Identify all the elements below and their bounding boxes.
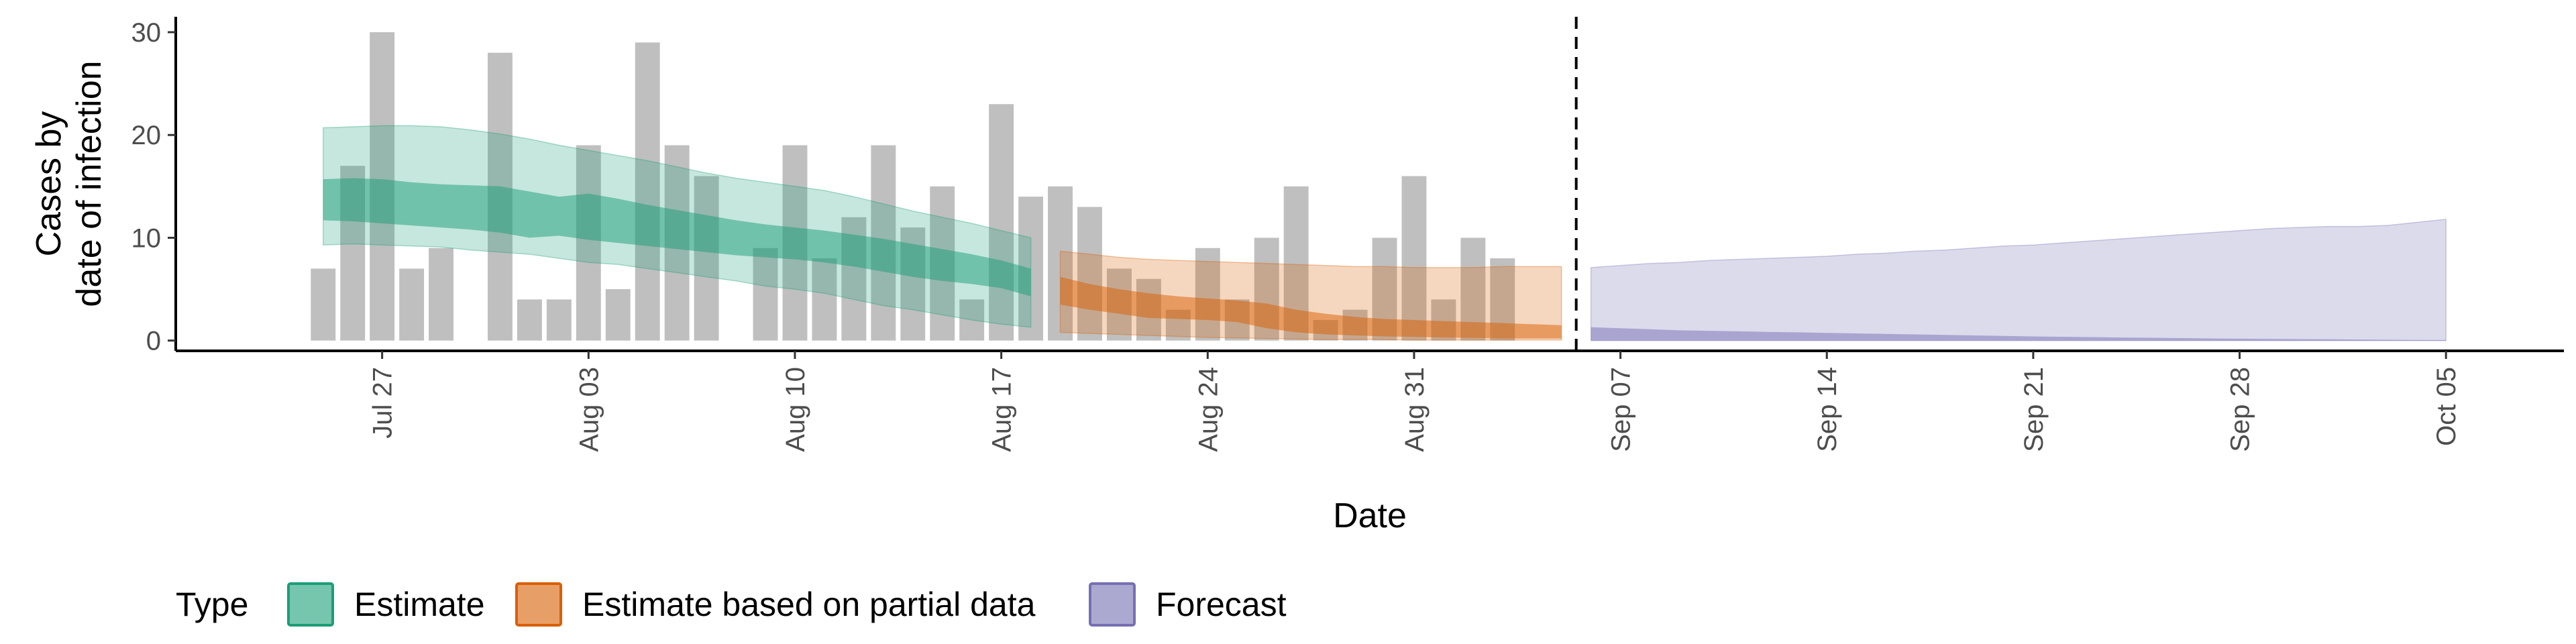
legend: Type Estimate Estimate based on partial da…: [176, 582, 1287, 627]
x-tick-label: Oct 05: [2432, 367, 2461, 446]
legend-key: [515, 582, 562, 627]
y-axis-title-line: Cases by: [30, 111, 68, 257]
x-tick-label: Aug 17: [987, 367, 1017, 452]
observed-bar: [429, 248, 454, 341]
observed-bar: [517, 299, 542, 341]
estimate-based-on-partial-data-band-50: [1060, 276, 1562, 339]
observed-bar: [694, 176, 719, 341]
observed-bar: [989, 104, 1014, 341]
observed-bar: [812, 258, 837, 341]
x-axis-title: Date: [1333, 496, 1407, 535]
y-tick-label: 30: [131, 18, 162, 48]
y-axis-title: Cases bydate of infection: [30, 60, 109, 307]
observed-bar: [635, 42, 660, 341]
observed-bar: [399, 268, 425, 341]
estimate-band-50: [323, 178, 1031, 297]
observed-bar: [605, 289, 631, 341]
observed-bar: [311, 268, 336, 341]
y-axis-ticks: 0 10 20 30: [131, 18, 176, 356]
observed-bar: [546, 299, 572, 341]
observed-bar: [576, 145, 601, 341]
x-tick-label: Sep 14: [1813, 367, 1842, 452]
legend-label: Estimate based on partial data: [582, 586, 1036, 623]
x-tick-label: Aug 24: [1193, 367, 1223, 452]
legend-label: Estimate: [354, 586, 485, 623]
legend-key: [287, 582, 334, 627]
x-tick-label: Jul 27: [368, 367, 398, 439]
forecast-band-50: [1591, 327, 2447, 341]
x-tick-label: Aug 10: [781, 367, 810, 452]
y-tick-label: 0: [146, 327, 161, 356]
estimate-bands: [323, 125, 2447, 341]
x-tick-label: Sep 28: [2226, 367, 2255, 452]
y-tick-label: 10: [131, 223, 162, 253]
observed-bar: [1195, 248, 1220, 341]
y-axis-title-line: date of infection: [70, 60, 109, 307]
legend-key: [1089, 582, 1136, 627]
observed-bar: [1077, 207, 1102, 341]
x-axis-ticks: Jul 27 Aug 03 Aug 10 Aug 17 Aug 24 Aug 31 Sep …: [368, 351, 2461, 452]
legend-label: Forecast: [1156, 586, 1287, 623]
x-tick-label: Sep 21: [2019, 367, 2049, 452]
observed-bar: [1048, 186, 1073, 341]
forecast-band-90: [1590, 219, 2447, 341]
axes: [174, 17, 2564, 352]
y-tick-label: 20: [131, 121, 162, 150]
legend-title: Type: [176, 586, 248, 623]
x-tick-label: Aug 31: [1400, 367, 1430, 452]
observed-bar: [753, 248, 778, 341]
observed-bar: [959, 299, 985, 341]
x-tick-label: Aug 03: [574, 367, 604, 452]
observed-bar: [1401, 176, 1427, 341]
x-tick-label: Sep 07: [1607, 367, 1636, 452]
